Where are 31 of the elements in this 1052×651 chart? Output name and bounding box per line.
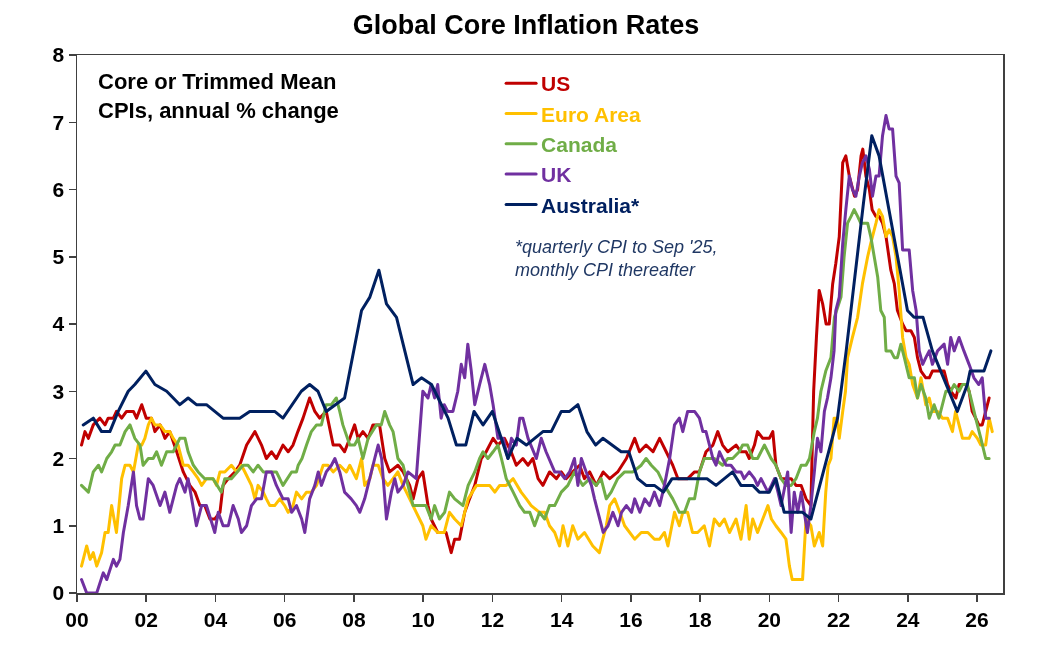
x-tick-label: 04 <box>203 607 228 631</box>
y-tick-label: 6 <box>52 177 65 201</box>
annotation: *quarterly CPI to Sep '25, monthly CPI thereafter <box>515 237 718 281</box>
x-tick-label: 20 <box>757 607 782 631</box>
legend-label: UK <box>541 163 572 187</box>
x-tick-label: 26 <box>965 607 989 631</box>
y-tick-label: 3 <box>52 379 65 403</box>
legend-label: Euro Area <box>541 102 642 126</box>
x-tick-label: 00 <box>65 607 89 631</box>
y-tick-label: 8 <box>52 43 65 67</box>
legend-label: US <box>541 72 571 96</box>
y-tick-label: 1 <box>52 514 65 538</box>
y-tick-label: 2 <box>52 446 65 470</box>
x-tick-label: 06 <box>273 607 297 631</box>
legend-label: Canada <box>541 133 618 157</box>
y-tick-label: 4 <box>52 312 65 336</box>
annotation: Core or Trimmed Mean CPIs, annual % change <box>98 69 339 123</box>
x-tick-label: 10 <box>411 607 435 631</box>
y-tick-label: 7 <box>52 110 65 134</box>
x-tick-label: 22 <box>826 607 851 631</box>
x-tick-label: 24 <box>896 607 920 631</box>
legend-label: Australia* <box>541 193 640 217</box>
x-tick-label: 18 <box>688 607 713 631</box>
x-tick-label: 16 <box>619 607 643 631</box>
chart-title: Global Core Inflation Rates <box>352 10 700 41</box>
y-tick-label: 5 <box>52 245 65 269</box>
y-tick-label: 0 <box>52 581 65 605</box>
x-tick-label: 14 <box>549 607 574 631</box>
x-tick-label: 02 <box>134 607 158 631</box>
x-tick-label: 08 <box>342 607 366 631</box>
x-tick-label: 12 <box>480 607 505 631</box>
